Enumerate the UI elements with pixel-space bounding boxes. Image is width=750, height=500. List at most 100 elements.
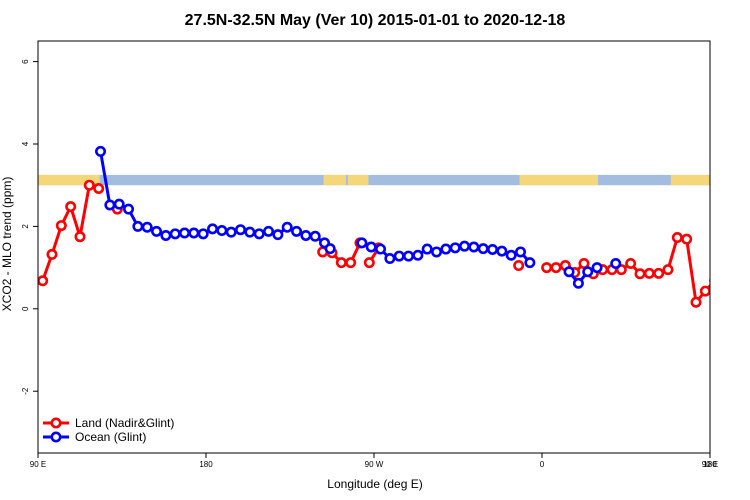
data-point <box>363 257 375 269</box>
x-tick-label: 90 W <box>365 460 384 469</box>
series-land <box>38 179 746 308</box>
data-point <box>281 221 293 233</box>
data-point <box>582 266 594 278</box>
x-tick-label: 180 <box>199 460 213 469</box>
data-point <box>244 226 256 238</box>
data-point <box>477 243 489 255</box>
data-point <box>440 243 452 255</box>
data-point <box>634 268 646 280</box>
data-point <box>699 285 710 297</box>
data-point <box>468 241 480 253</box>
data-point <box>104 199 116 211</box>
data-point <box>309 230 321 242</box>
y-tick-label: 2 <box>21 224 30 229</box>
data-point <box>550 262 562 274</box>
data-point <box>324 243 336 255</box>
y-tick-label: 6 <box>21 59 30 64</box>
data-point <box>188 227 200 239</box>
data-point <box>572 277 584 289</box>
y-tick-label: -2 <box>21 387 30 395</box>
data-point <box>563 266 575 278</box>
data-point <box>720 250 728 258</box>
legend-entry: Ocean (Glint) <box>75 430 146 444</box>
data-point <box>496 245 508 257</box>
legend: Land (Nadir&Glint)Ocean (Glint) <box>43 416 174 444</box>
data-point <box>375 243 387 255</box>
data-point <box>365 241 377 253</box>
series-ocean <box>95 145 622 289</box>
data-point <box>431 246 443 258</box>
data-point <box>487 243 499 255</box>
data-point <box>225 226 237 238</box>
data-point <box>591 262 603 274</box>
land-band <box>519 174 598 186</box>
land-band <box>347 174 369 186</box>
data-point <box>83 179 95 191</box>
data-point <box>393 250 405 262</box>
x-tick-label: 90 E <box>702 460 718 469</box>
data-point <box>46 248 58 260</box>
data-point <box>179 227 191 239</box>
data-point <box>729 221 737 229</box>
legend-marker <box>50 417 62 429</box>
y-tick-label: 0 <box>21 306 30 311</box>
data-point <box>412 249 424 261</box>
data-point <box>541 262 553 274</box>
data-point <box>421 243 433 255</box>
data-point <box>524 257 536 269</box>
data-point <box>384 253 396 265</box>
land-band <box>38 174 100 186</box>
land-ocean-strip <box>38 174 710 186</box>
data-point <box>93 182 105 194</box>
y-tick-label: 4 <box>21 141 30 146</box>
data-point <box>671 232 683 244</box>
data-point <box>459 240 471 252</box>
land-band <box>670 174 710 186</box>
y-axis-label: XCO2 - MLO trend (ppm) <box>0 177 14 312</box>
data-point <box>709 277 710 284</box>
data-point <box>235 224 247 236</box>
data-point <box>55 220 67 232</box>
x-tick-label: 90 E <box>30 460 46 469</box>
data-point <box>113 198 125 210</box>
data-point <box>653 267 665 279</box>
data-point <box>403 250 415 262</box>
data-point <box>345 257 357 269</box>
data-point <box>610 257 622 269</box>
data-point <box>578 257 590 269</box>
data-point <box>207 223 219 235</box>
legend-marker <box>50 431 62 443</box>
data-point <box>738 202 746 210</box>
x-axis-label: Longitude (deg E) <box>327 477 422 491</box>
data-point <box>38 275 49 287</box>
data-point <box>505 249 517 261</box>
data-point <box>197 228 209 240</box>
data-point <box>123 203 135 215</box>
data-point <box>74 231 86 243</box>
data-point <box>515 246 527 258</box>
data-point <box>65 201 77 213</box>
data-point <box>291 225 303 237</box>
y-axis: -2 0 2 4 6 <box>21 59 38 395</box>
data-point <box>132 220 144 232</box>
data-point <box>169 228 181 240</box>
data-point <box>690 296 702 308</box>
data-point <box>662 264 674 276</box>
chart-title: 27.5N-32.5N May (Ver 10) 2015-01-01 to 2… <box>185 12 566 29</box>
data-point <box>160 229 172 241</box>
land-band <box>323 174 346 186</box>
data-point <box>513 260 525 272</box>
data-point <box>141 221 153 233</box>
series-line <box>612 236 710 304</box>
data-point <box>263 225 275 237</box>
data-point <box>272 229 284 241</box>
data-point <box>95 145 107 157</box>
data-point <box>300 229 312 241</box>
data-point <box>253 228 265 240</box>
series-line <box>41 183 100 282</box>
series-layer <box>38 145 746 308</box>
data-point <box>625 257 637 269</box>
data-point <box>356 237 368 249</box>
